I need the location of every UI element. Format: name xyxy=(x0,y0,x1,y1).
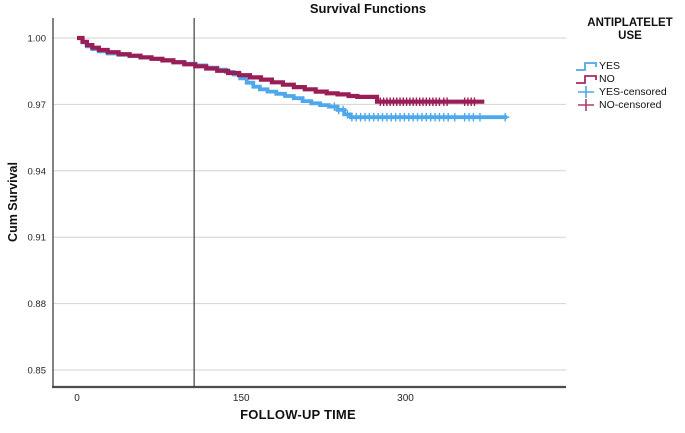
x-tick-label: 150 xyxy=(233,393,250,404)
legend: ANTIPLATELET USE YES NO YES-censored NO-… xyxy=(575,17,685,111)
y-tick-label: 0.94 xyxy=(28,166,47,177)
censor-mark-no xyxy=(442,97,452,107)
x-axis-title: FOLLOW-UP TIME xyxy=(240,407,356,422)
legend-item-label: NO xyxy=(599,72,615,85)
x-tick-label: 0 xyxy=(74,393,80,404)
step-line-swatch-icon xyxy=(575,59,599,73)
censor-mark-yes xyxy=(343,110,352,119)
x-tick-label: 300 xyxy=(397,393,414,404)
legend-item-label: YES-censored xyxy=(599,85,667,98)
y-tick-label: 1.00 xyxy=(28,34,47,45)
legend-entries: YES NO YES-censored NO-censored xyxy=(575,59,685,111)
y-tick-label: 0.97 xyxy=(28,100,47,111)
censor-mark-yes xyxy=(338,105,348,115)
plus-censor-swatch-icon xyxy=(575,85,599,99)
step-line-swatch-icon xyxy=(575,72,599,86)
y-tick-label: 0.88 xyxy=(28,299,47,310)
legend-item-yes-censored: YES-censored xyxy=(575,85,685,98)
censor-mark-yes xyxy=(330,102,339,111)
chart-title: Survival Functions xyxy=(309,1,427,16)
plus-censor-swatch-icon xyxy=(575,98,599,112)
series-no-line xyxy=(77,35,485,104)
legend-item-yes: YES xyxy=(575,59,685,72)
censor-mark-yes xyxy=(500,112,510,122)
legend-item-label: NO-censored xyxy=(599,98,662,111)
legend-item-no-censored: NO-censored xyxy=(575,98,685,111)
legend-title-line2: USE xyxy=(618,30,642,42)
y-tick-label: 0.85 xyxy=(28,365,47,376)
y-tick-label: 0.91 xyxy=(28,233,47,244)
legend-item-no: NO xyxy=(575,72,685,85)
censor-mark-yes xyxy=(475,112,485,122)
series-yes-line xyxy=(77,36,508,120)
censor-mark-no xyxy=(470,97,479,107)
legend-title-line1: ANTIPLATELET xyxy=(587,17,673,29)
legend-item-label: YES xyxy=(599,59,621,72)
censor-mark-yes xyxy=(450,112,460,122)
